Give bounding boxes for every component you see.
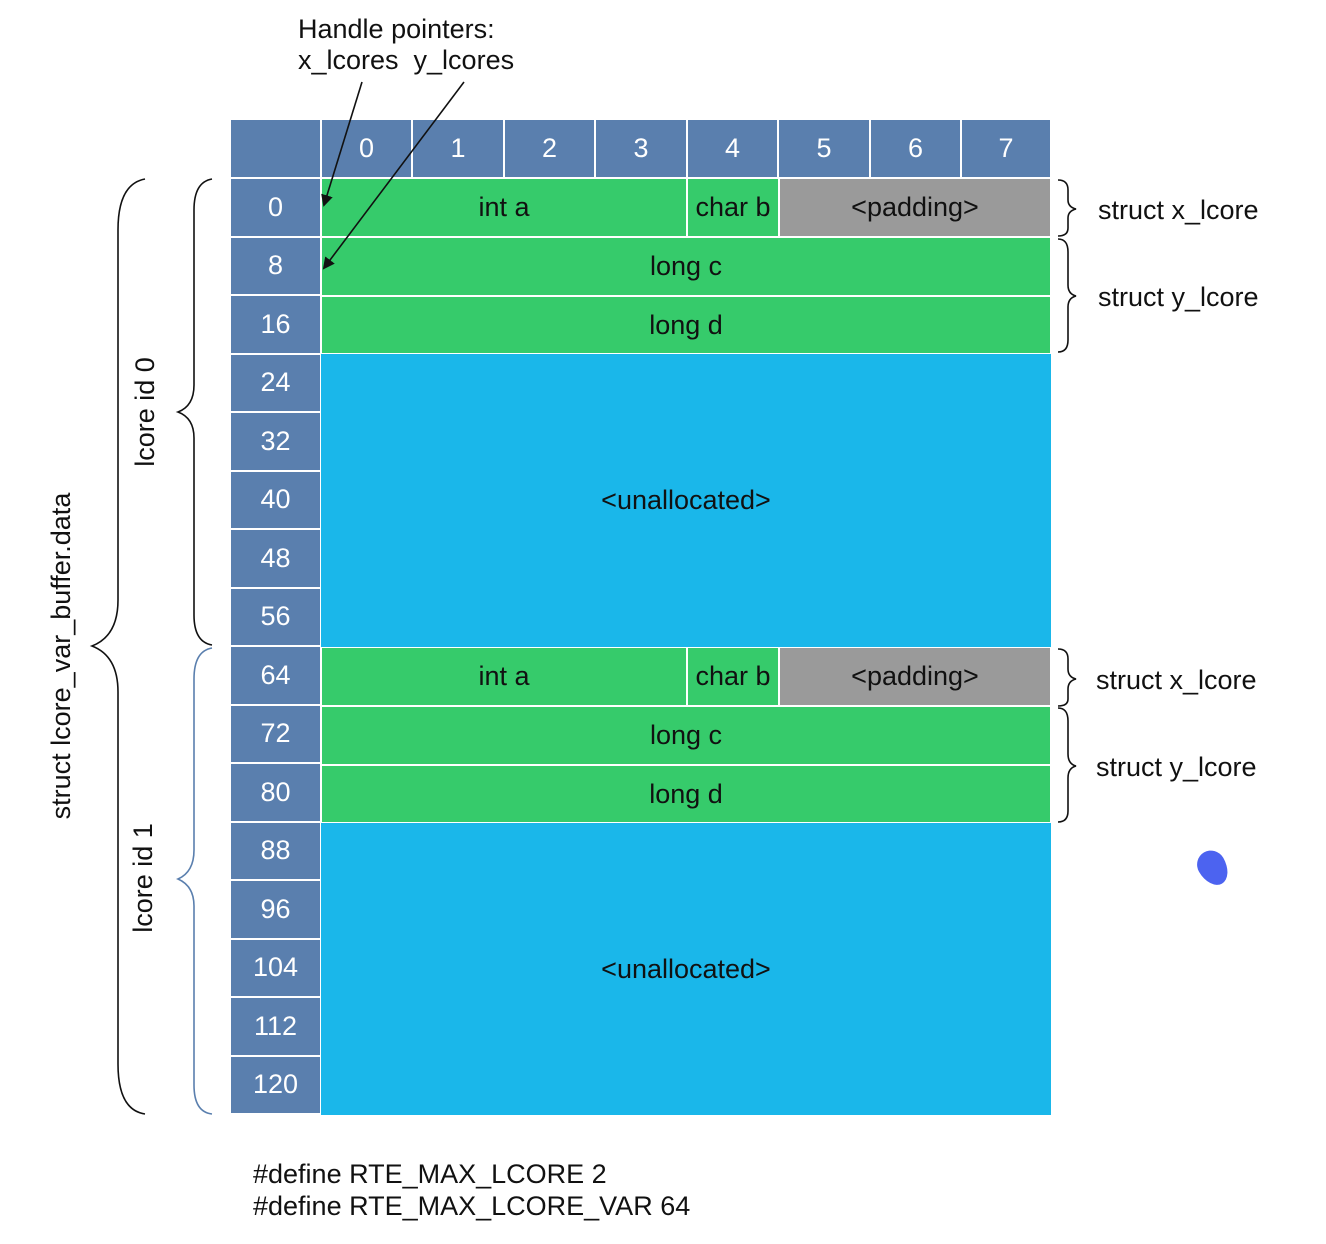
struct-y-label-1: struct y_lcore	[1096, 752, 1257, 782]
row-offset-40: 40	[230, 470, 321, 529]
field-char-b-1: char b	[687, 647, 779, 706]
pointer-names: x_lcores y_lcores	[298, 45, 515, 75]
row-offset-96: 96	[230, 880, 321, 939]
pointer-title: Handle pointers:	[298, 14, 495, 44]
field-long-d-0: long d	[321, 296, 1051, 354]
field-padding-0: <padding>	[779, 178, 1051, 237]
struct-y-brace-1	[1057, 707, 1077, 823]
row-offset-56: 56	[230, 587, 321, 646]
row-offset-8: 8	[230, 236, 321, 295]
struct-x-label-0: struct x_lcore	[1098, 195, 1259, 225]
field-char-b-0: char b	[687, 178, 779, 237]
row-offset-32: 32	[230, 412, 321, 471]
column-header-6: 6	[870, 119, 961, 178]
row-offset-104: 104	[230, 938, 321, 997]
y-lcores-arrow	[322, 81, 465, 270]
struct-y-label-0: struct y_lcore	[1098, 282, 1259, 312]
field-padding-1: <padding>	[779, 647, 1051, 706]
column-header-1: 1	[412, 119, 504, 178]
define-max-lcore-var: #define RTE_MAX_LCORE_VAR 64	[253, 1191, 691, 1221]
column-header-5: 5	[778, 119, 870, 178]
column-header-7: 7	[961, 119, 1051, 178]
row-offset-88: 88	[230, 821, 321, 880]
field-long-c-0: long c	[321, 237, 1051, 296]
struct-x-label-1: struct x_lcore	[1096, 665, 1257, 695]
row-offset-64: 64	[230, 646, 321, 705]
field-long-d-1: long d	[321, 765, 1051, 823]
struct-x-brace-1	[1057, 648, 1077, 707]
row-offset-0: 0	[230, 178, 321, 237]
row-offset-48: 48	[230, 529, 321, 588]
row-offset-16: 16	[230, 295, 321, 354]
field-long-c-1: long c	[321, 706, 1051, 765]
unallocated-0: <unallocated>	[321, 354, 1051, 647]
unallocated-1: <unallocated>	[321, 823, 1051, 1115]
lcore-1-brace	[176, 647, 213, 1115]
struct-x-brace-0	[1057, 179, 1077, 237]
row-offset-112: 112	[230, 997, 321, 1056]
column-header-3: 3	[595, 119, 687, 178]
x-lcores-arrow	[321, 81, 363, 207]
row-offset-120: 120	[230, 1055, 321, 1114]
row-offset-80: 80	[230, 763, 321, 822]
buffer-brace	[89, 178, 146, 1115]
field-int-a-1: int a	[321, 647, 687, 706]
column-header-2: 2	[504, 119, 595, 178]
header-corner	[230, 119, 321, 178]
column-header-0: 0	[321, 119, 412, 178]
row-offset-24: 24	[230, 353, 321, 412]
field-int-a-0: int a	[321, 178, 687, 237]
column-header-4: 4	[687, 119, 778, 178]
struct-y-brace-0	[1057, 238, 1077, 353]
row-offset-72: 72	[230, 704, 321, 763]
lcore-0-brace	[175, 178, 213, 646]
define-max-lcore: #define RTE_MAX_LCORE 2	[253, 1159, 607, 1189]
